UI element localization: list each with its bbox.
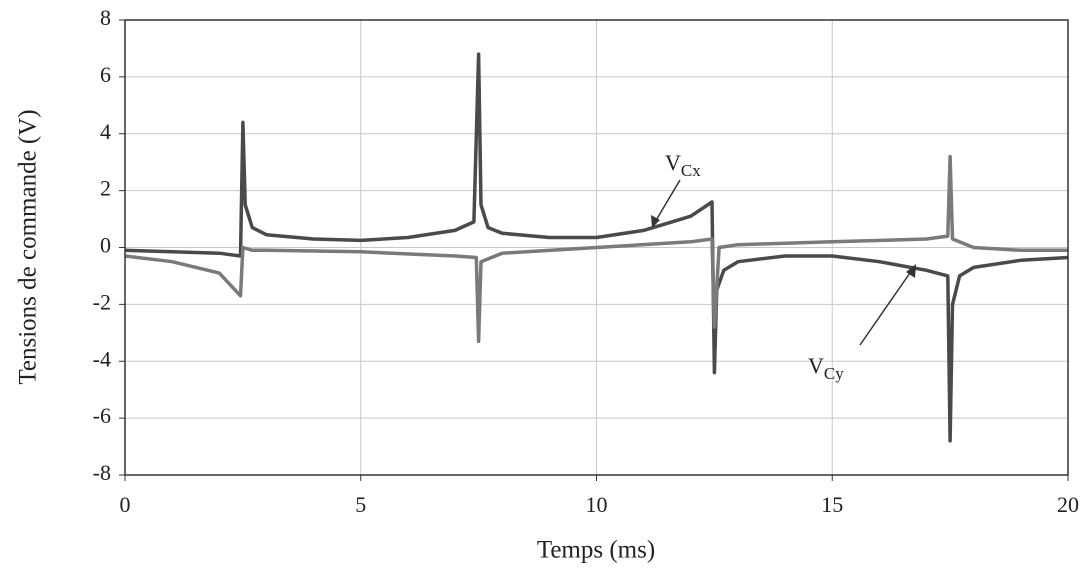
y-tick-label: 0 <box>100 233 111 258</box>
y-tick-label: -2 <box>93 289 111 314</box>
arrow-head <box>906 264 916 278</box>
x-tick-label: 0 <box>120 492 131 517</box>
x-tick-label: 5 <box>355 492 366 517</box>
y-axis-title: Tensions de commande (V) <box>15 109 42 384</box>
y-tick-label: -6 <box>93 403 111 428</box>
y-tick-label: 6 <box>100 62 111 87</box>
series-line <box>124 52 1069 443</box>
x-axis-title: Temps (ms) <box>537 537 655 564</box>
annotation-base: V <box>808 353 824 378</box>
annotation: VCy <box>808 353 844 383</box>
annotation-sub: Cx <box>681 161 701 180</box>
series-line <box>124 154 1068 344</box>
annotation: VCx <box>665 150 701 180</box>
y-tick-label: 2 <box>100 176 111 201</box>
x-tick-label: 10 <box>586 492 608 517</box>
arrow-head <box>651 215 660 228</box>
annotation-arrow <box>859 269 913 346</box>
y-tick-label: -8 <box>93 460 111 485</box>
y-tick-label: 8 <box>100 5 111 30</box>
y-tick-label: -4 <box>93 346 111 371</box>
annotation-base: V <box>665 150 681 175</box>
x-tick-label: 15 <box>821 492 843 517</box>
annotation-arrow <box>654 179 681 223</box>
annotation-sub: Cy <box>824 364 844 383</box>
y-tick-label: 4 <box>100 119 111 144</box>
x-tick-label: 20 <box>1057 492 1079 517</box>
